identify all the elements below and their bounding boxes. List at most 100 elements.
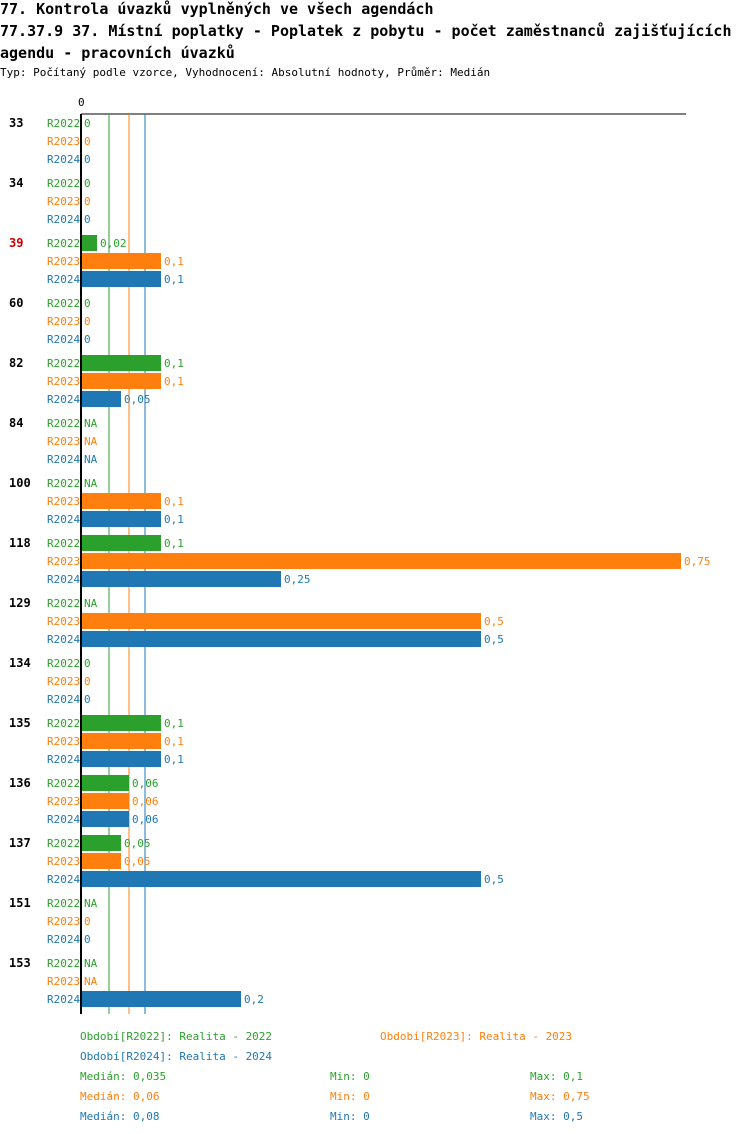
stat-min: Min: 0 bbox=[330, 1110, 370, 1123]
data-label: 0,1 bbox=[164, 375, 184, 388]
series-label: R2023 bbox=[47, 195, 80, 208]
bar-r2024-82 bbox=[81, 391, 121, 407]
category-label-60: 60 bbox=[9, 296, 23, 310]
data-label: 0 bbox=[84, 693, 91, 706]
bar-r2023-135 bbox=[81, 733, 161, 749]
data-label: NA bbox=[84, 975, 98, 988]
category-label-34: 34 bbox=[9, 176, 23, 190]
series-label: R2022 bbox=[47, 957, 80, 970]
series-label: R2022 bbox=[47, 777, 80, 790]
series-label: R2024 bbox=[47, 693, 80, 706]
bar-r2024-135 bbox=[81, 751, 161, 767]
category-label-82: 82 bbox=[9, 356, 23, 370]
series-label: R2024 bbox=[47, 153, 80, 166]
series-label: R2022 bbox=[47, 477, 80, 490]
series-label: R2023 bbox=[47, 495, 80, 508]
stat-max: Max: 0,5 bbox=[530, 1110, 583, 1123]
data-label: 0,1 bbox=[164, 717, 184, 730]
series-label: R2023 bbox=[47, 255, 80, 268]
chart-title-line-1: 77. Kontrola úvazků vyplněných ve všech … bbox=[0, 0, 434, 18]
bar-r2022-136 bbox=[81, 775, 129, 791]
bar-r2023-136 bbox=[81, 793, 129, 809]
series-label: R2022 bbox=[47, 297, 80, 310]
category-label-129: 129 bbox=[9, 596, 31, 610]
data-label: NA bbox=[84, 435, 98, 448]
series-label: R2024 bbox=[47, 633, 80, 646]
series-label: R2023 bbox=[47, 855, 80, 868]
data-label: 0,1 bbox=[164, 753, 184, 766]
data-label: NA bbox=[84, 597, 98, 610]
series-label: R2024 bbox=[47, 873, 80, 886]
category-label-84: 84 bbox=[9, 416, 23, 430]
bar-r2022-135 bbox=[81, 715, 161, 731]
data-label: 0,1 bbox=[164, 735, 184, 748]
legend-r2022: Období[R2022]: Realita - 2022 bbox=[80, 1030, 272, 1043]
data-label: 0 bbox=[84, 297, 91, 310]
stat-max: Max: 0,75 bbox=[530, 1090, 590, 1103]
series-label: R2022 bbox=[47, 177, 80, 190]
series-label: R2022 bbox=[47, 897, 80, 910]
category-label-39: 39 bbox=[9, 236, 23, 250]
stat-min: Min: 0 bbox=[330, 1070, 370, 1083]
series-label: R2024 bbox=[47, 393, 80, 406]
series-label: R2024 bbox=[47, 453, 80, 466]
data-label: 0 bbox=[84, 915, 91, 928]
data-label: 0 bbox=[84, 675, 91, 688]
series-label: R2022 bbox=[47, 837, 80, 850]
data-label: 0,1 bbox=[164, 357, 184, 370]
stat-min: Min: 0 bbox=[330, 1090, 370, 1103]
stat-median: Medián: 0,08 bbox=[80, 1110, 159, 1123]
chart-subtitle: Typ: Počítaný podle vzorce, Vyhodnocení:… bbox=[0, 66, 491, 79]
chart-title-line-2: 77.37.9 37. Místní poplatky - Poplatek z… bbox=[0, 22, 732, 40]
data-label: NA bbox=[84, 453, 98, 466]
series-label: R2023 bbox=[47, 435, 80, 448]
stat-median: Medián: 0,035 bbox=[80, 1070, 166, 1083]
series-label: R2022 bbox=[47, 357, 80, 370]
data-label: NA bbox=[84, 957, 98, 970]
series-label: R2022 bbox=[47, 597, 80, 610]
bar-r2024-137 bbox=[81, 871, 481, 887]
series-label: R2024 bbox=[47, 513, 80, 526]
bar-r2023-129 bbox=[81, 613, 481, 629]
data-label: 0,1 bbox=[164, 255, 184, 268]
series-label: R2023 bbox=[47, 135, 80, 148]
bar-r2024-136 bbox=[81, 811, 129, 827]
data-label: 0 bbox=[84, 135, 91, 148]
data-label: 0,75 bbox=[684, 555, 711, 568]
category-label-118: 118 bbox=[9, 536, 31, 550]
bar-r2024-129 bbox=[81, 631, 481, 647]
chart-title-line-3: agendu - pracovních úvazků bbox=[0, 44, 235, 62]
bar-r2023-100 bbox=[81, 493, 161, 509]
bar-r2023-82 bbox=[81, 373, 161, 389]
series-label: R2022 bbox=[47, 117, 80, 130]
series-label: R2023 bbox=[47, 555, 80, 568]
data-label: 0 bbox=[84, 333, 91, 346]
x-axis-zero-label: 0 bbox=[78, 96, 85, 109]
category-label-137: 137 bbox=[9, 836, 31, 850]
data-label: 0 bbox=[84, 195, 91, 208]
data-label: 0,1 bbox=[164, 537, 184, 550]
series-label: R2023 bbox=[47, 675, 80, 688]
series-label: R2024 bbox=[47, 573, 80, 586]
series-label: R2024 bbox=[47, 753, 80, 766]
series-label: R2024 bbox=[47, 333, 80, 346]
series-label: R2022 bbox=[47, 537, 80, 550]
series-label: R2024 bbox=[47, 273, 80, 286]
data-label: 0,1 bbox=[164, 495, 184, 508]
series-label: R2023 bbox=[47, 315, 80, 328]
category-label-134: 134 bbox=[9, 656, 31, 670]
bar-r2024-100 bbox=[81, 511, 161, 527]
bar-r2024-39 bbox=[81, 271, 161, 287]
legend-r2024: Období[R2024]: Realita - 2024 bbox=[80, 1050, 272, 1063]
data-label: 0,06 bbox=[132, 777, 159, 790]
data-label: 0,05 bbox=[124, 393, 151, 406]
series-label: R2022 bbox=[47, 237, 80, 250]
data-label: 0,06 bbox=[132, 795, 159, 808]
series-label: R2022 bbox=[47, 417, 80, 430]
data-label: 0 bbox=[84, 153, 91, 166]
series-label: R2023 bbox=[47, 795, 80, 808]
data-label: 0,02 bbox=[100, 237, 127, 250]
data-label: NA bbox=[84, 477, 98, 490]
category-label-135: 135 bbox=[9, 716, 31, 730]
bar-r2024-153 bbox=[81, 991, 241, 1007]
